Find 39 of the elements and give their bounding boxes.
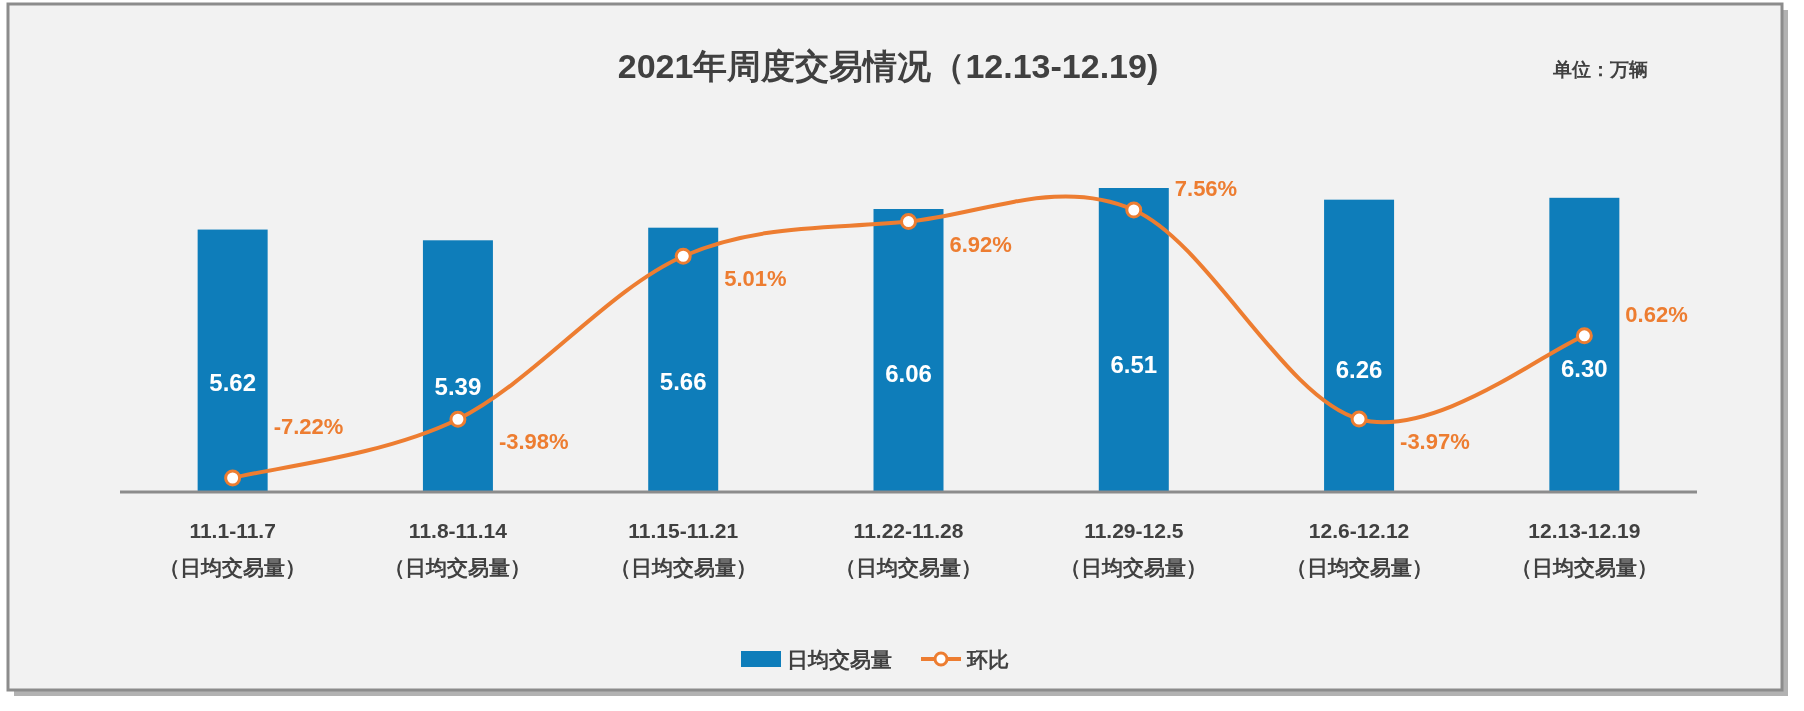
legend-label: 日均交易量 — [787, 648, 892, 671]
point — [1350, 410, 1368, 428]
x-tick-label: 11.1-11.7 （日均交易量） — [159, 519, 307, 579]
x-tick-label: 11.15-11.21 （日均交易量） — [609, 519, 757, 579]
data-label: 5.01% — [724, 266, 787, 292]
bar — [1324, 199, 1395, 492]
data-label: 6.26 — [1335, 356, 1383, 384]
data-label: 5.39 — [434, 373, 482, 401]
bar — [1549, 197, 1620, 492]
bar — [648, 227, 719, 492]
text: 单位：万辆 — [1551, 59, 1648, 80]
bar — [873, 209, 944, 492]
point — [449, 410, 467, 428]
x-tick-label: 11.22-11.28 （日均交易量） — [835, 519, 982, 579]
data-label: -3.97% — [1400, 429, 1470, 455]
data-label: 5.62 — [209, 368, 256, 396]
point — [1575, 327, 1593, 345]
data-label: 0.62% — [1625, 301, 1688, 327]
x-tick-label: 11.8-11.14 （日均交易量） — [384, 519, 532, 579]
data-label: 7.56% — [1174, 176, 1238, 201]
data-label: 6.30 — [1561, 355, 1608, 383]
x-tick-label: 12.13-12.19 （日均交易量） — [1510, 519, 1658, 579]
bar — [1098, 188, 1169, 492]
point — [900, 213, 917, 231]
data-label: 5.66 — [659, 367, 707, 395]
legend-label: 环比 — [966, 648, 1009, 671]
chart-title: 2021年周度交易情况（12.13-12.19) — [617, 47, 1159, 85]
data-label: 6.51 — [1110, 351, 1158, 379]
data-label: -3.98% — [498, 429, 569, 455]
x-tick-label: 12.6-12.12 （日均交易量） — [1285, 519, 1433, 579]
data-label: -7.22% — [273, 414, 344, 439]
x-tick-label: 11.29-12.5 （日均交易量） — [1060, 519, 1208, 579]
data-label: 6.06 — [885, 360, 932, 388]
point — [674, 247, 692, 265]
point — [1125, 201, 1143, 219]
data-label: 6.92% — [949, 231, 1012, 257]
bar — [197, 229, 268, 492]
bar — [422, 240, 493, 492]
point — [224, 469, 242, 487]
